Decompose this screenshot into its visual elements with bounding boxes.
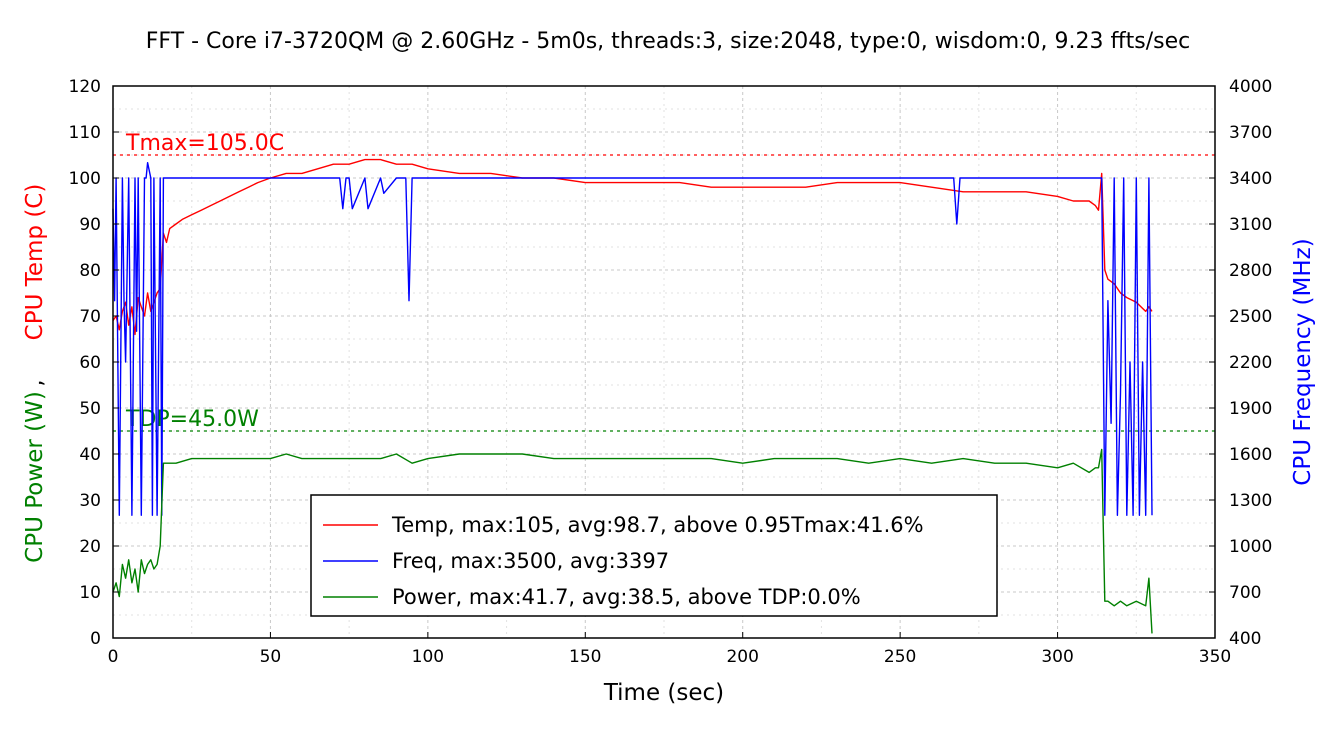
y-left-tick-label: 10	[79, 583, 101, 603]
y-left-tick-label: 30	[79, 491, 101, 511]
y-right-tick-label: 1300	[1229, 491, 1272, 511]
y-left-axis-ticks: 0 10 20 30 40 50 60 70 80 90 100 110 120	[69, 77, 119, 649]
y-right-tick-label: 4000	[1229, 77, 1272, 97]
y-right-tick-label: 3100	[1229, 215, 1272, 235]
y-right-tick-label: 2500	[1229, 307, 1272, 327]
x-axis-ticks: 0 50 100 150 200 250 300 350	[108, 632, 1231, 667]
y-left-tick-label: 70	[79, 307, 101, 327]
x-tick-label: 150	[569, 647, 601, 667]
y-right-tick-label: 1900	[1229, 399, 1272, 419]
reference-line-label: Tmax=105.0C	[125, 131, 284, 156]
y-left-tick-label: 50	[79, 399, 101, 419]
x-tick-label: 200	[726, 647, 758, 667]
chart-title: FFT - Core i7-3720QM @ 2.60GHz - 5m0s, t…	[146, 29, 1191, 54]
x-tick-label: 300	[1041, 647, 1073, 667]
y-left-tick-label: 60	[79, 353, 101, 373]
series-line	[112, 161, 1153, 516]
legend: Temp, max:105, avg:98.7, above 0.95Tmax:…	[310, 494, 998, 617]
reference-lines: Tmax=105.0C TDP=45.0W	[113, 131, 1215, 432]
y-right-tick-label: 3700	[1229, 123, 1272, 143]
y-right-tick-label: 2800	[1229, 261, 1272, 281]
x-tick-label: 100	[412, 647, 444, 667]
y-left-tick-label: 110	[69, 123, 101, 143]
y-right-tick-label: 1600	[1229, 445, 1272, 465]
y-left-tick-label: 0	[90, 629, 101, 649]
y-right-tick-label: 3400	[1229, 169, 1272, 189]
y-right-tick-label: 1000	[1229, 537, 1272, 557]
y-axis-label-power: CPU Power (W)	[22, 391, 48, 563]
y-right-tick-label: 700	[1229, 583, 1261, 603]
series-lines	[112, 158, 1153, 634]
y-left-tick-label: 100	[69, 169, 101, 189]
y-axis-label-separator: ,	[22, 379, 48, 386]
y-right-tick-label: 400	[1229, 629, 1261, 649]
x-tick-label: 350	[1199, 647, 1231, 667]
y-axis-label-temp: CPU Temp (C)	[22, 184, 48, 341]
reference-line-label: TDP=45.0W	[125, 407, 259, 432]
x-tick-label: 250	[884, 647, 916, 667]
y-right-axis-ticks: 400 700 1000 1300 1600 1900 2200 2500 2800 3100 34…	[1209, 77, 1272, 649]
x-axis-label: Time (sec)	[603, 680, 724, 706]
y-left-tick-label: 40	[79, 445, 101, 465]
legend-box	[310, 494, 998, 617]
legend-entry-label: Temp, max:105, avg:98.7, above 0.95Tmax:…	[391, 513, 924, 537]
legend-entry-label: Freq, max:3500, avg:3397	[392, 549, 669, 573]
y-left-tick-label: 20	[79, 537, 101, 557]
y-left-tick-label: 80	[79, 261, 101, 281]
y-left-tick-label: 120	[69, 77, 101, 97]
x-tick-label: 0	[108, 647, 119, 667]
y-axis-label-frequency: CPU Frequency (MHz)	[1290, 238, 1316, 485]
y-right-tick-label: 2200	[1229, 353, 1272, 373]
x-tick-label: 50	[260, 647, 282, 667]
series-line	[112, 448, 1153, 634]
legend-entry-label: Power, max:41.7, avg:38.5, above TDP:0.0…	[392, 585, 861, 609]
y-left-tick-label: 90	[79, 215, 101, 235]
